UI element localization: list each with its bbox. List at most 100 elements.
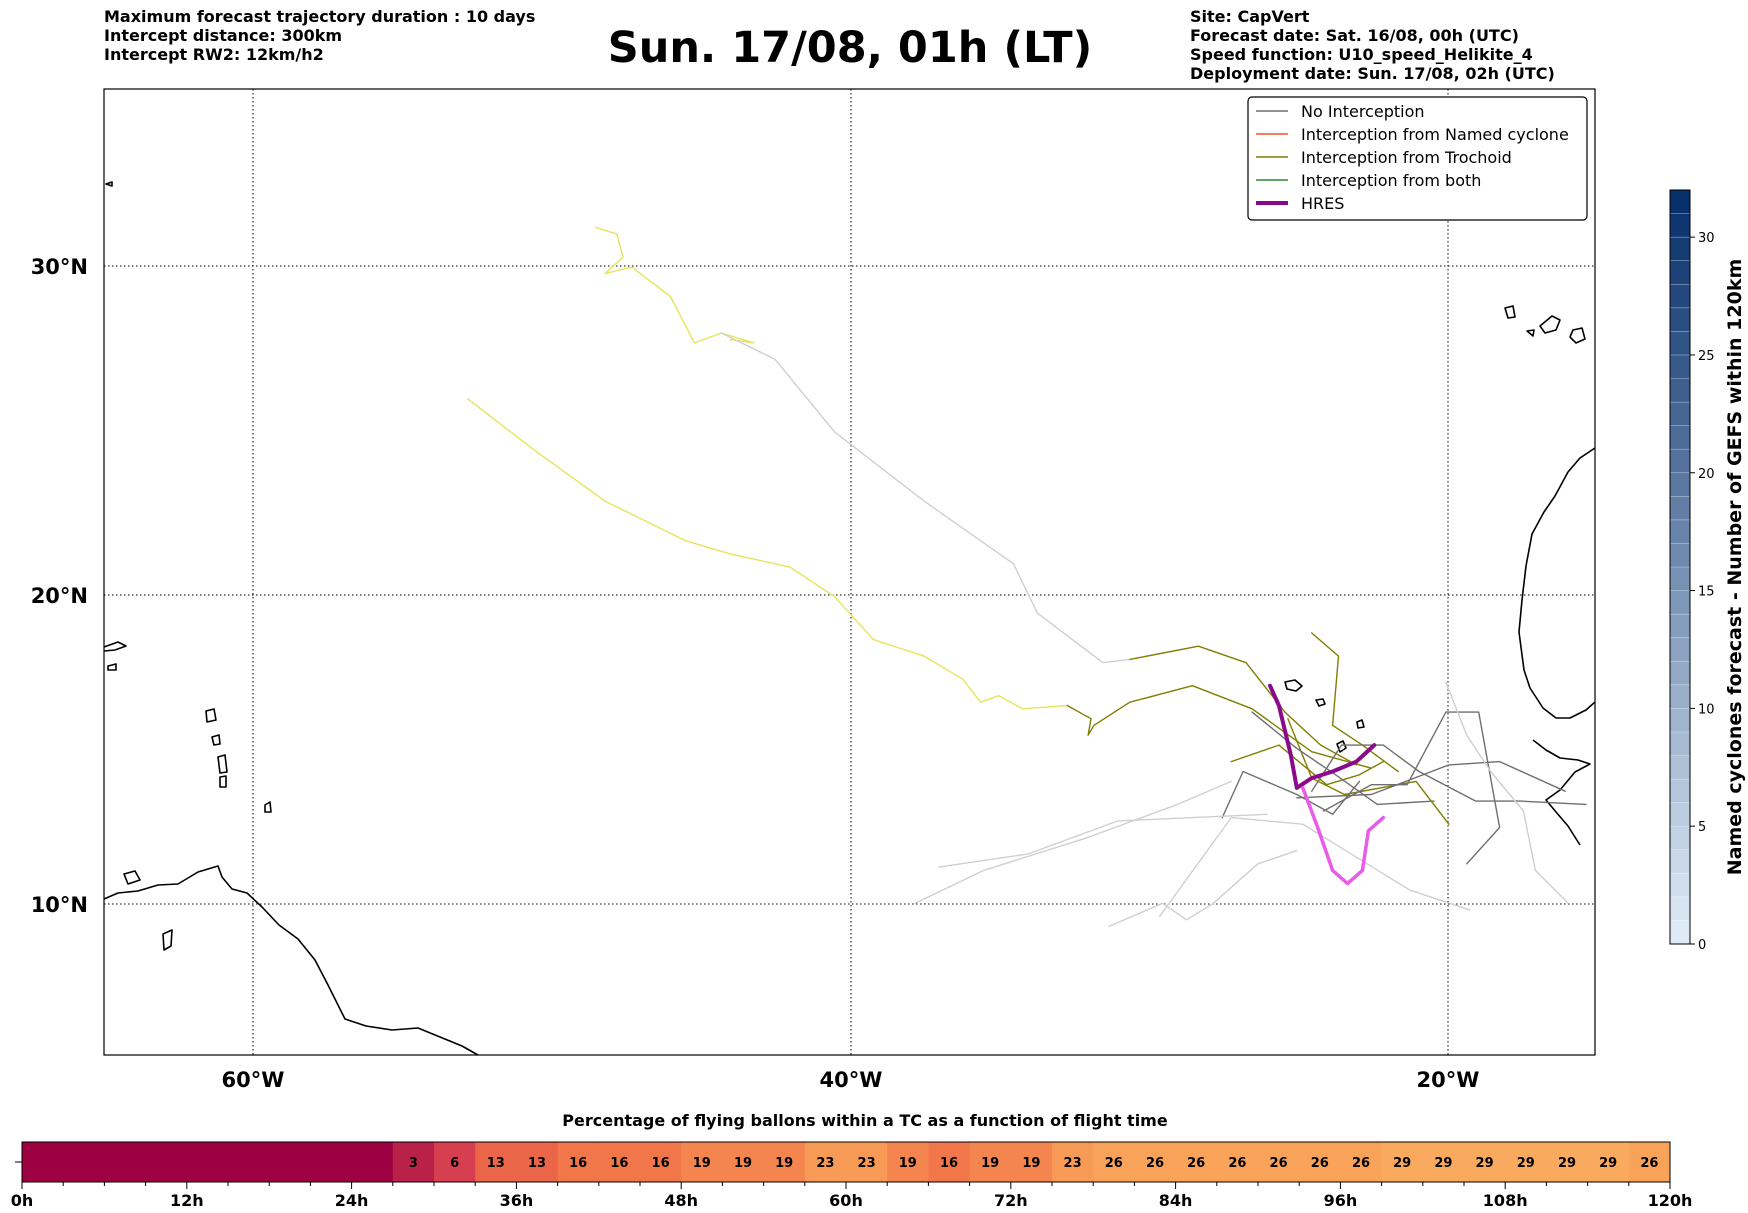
colorbar-cell [1669,401,1691,426]
percentage-cell [1464,1142,1506,1182]
percentage-cell [1340,1142,1382,1182]
percentage-cell [969,1142,1012,1182]
legend-box [1247,96,1588,221]
trajectory-no-interception-light [1108,849,1298,928]
colorbar-cell [1669,448,1691,474]
percentage-cell [1546,1142,1588,1182]
percentage-cell [1134,1142,1176,1182]
percentage-cell-label: 26 [1146,1156,1164,1171]
cape-verde-island [1315,698,1326,707]
percentage-cell-label: 26 [1228,1156,1246,1171]
colorbar-tick-label: 30 [1698,231,1715,246]
colorbar-cell [1669,213,1691,238]
caribbean-island [264,801,272,813]
intercept-rw2-text: Intercept RW2: 12km/h2 [104,45,324,64]
colorbar-cell [1669,331,1691,356]
percentage-cell-label: 3 [409,1156,418,1171]
percentage-cell-label: 19 [693,1156,711,1171]
legend-label-named-cyclone: Interception from Named cyclone [1301,125,1569,144]
hour-tick-label: 72h [994,1191,1028,1210]
y-tick-label: 20°N [31,584,88,608]
percentage-cell [1381,1142,1424,1182]
percentage-cell-label: 29 [1517,1156,1535,1171]
percentage-cell [1628,1142,1671,1182]
legend-label-both: Interception from both [1301,171,1481,190]
colorbar-cells [1669,189,1691,945]
colorbar-ticks: 0 5 10 15 20 25 30 [1690,231,1715,953]
percentage-cell [722,1142,764,1182]
percentage-cells: 3 6 13 13 16 16 16 19 19 19 23 23 19 16 19 19 23 26 26 26 26… [22,1142,1671,1182]
trajectory-trochoid-light [595,226,755,344]
percentage-cell [804,1142,847,1182]
percentage-cell-label: 23 [816,1156,834,1171]
percentage-cell-label: 26 [1352,1156,1370,1171]
y-tick-label: 30°N [31,255,88,279]
percentage-cell [1422,1142,1465,1182]
cape-verde-island [1284,679,1303,692]
percentage-cell [887,1142,929,1182]
forecast-date-text: Forecast date: Sat. 16/08, 00h (UTC) [1190,26,1519,45]
colorbar-cell [1669,660,1691,686]
trajectory-no-interception [1221,770,1361,819]
percentage-cell-label: 19 [899,1156,917,1171]
percentage-cell [1258,1142,1300,1182]
map-legend: No Interception Interception from Named … [1247,96,1588,221]
colorbar-cell [1669,260,1691,285]
y-tick-label: 10°N [31,893,88,917]
colorbar-cell [1669,613,1691,638]
trajectory-trochoid [1066,685,1373,769]
percentage-cell [1216,1142,1259,1182]
deployment-date-text: Deployment date: Sun. 17/08, 02h (UTC) [1190,64,1555,83]
canary-island [1569,327,1586,344]
percentage-cell-label: 13 [487,1156,505,1171]
percentage-cell-label: 16 [940,1156,958,1171]
trajectory-no-interception [1310,744,1587,806]
colorbar-cell [1669,378,1691,403]
trajectory-no-interception [1251,711,1435,806]
percentage-cell-label: 29 [1393,1156,1411,1171]
colorbar-cell [1669,354,1691,379]
colorbar-cell [1669,519,1691,544]
trajectory-hres-light [1301,786,1386,886]
trajectory-no-interception [1296,760,1566,799]
percentage-cell [1093,1142,1135,1182]
x-tick-label: 40°W [820,1068,883,1092]
trajectory-trochoid-light [467,398,1068,710]
percentage-cell-label: 26 [1105,1156,1123,1171]
trajectory-no-interception-light [1158,816,1471,918]
west-africa-coast [1532,739,1591,846]
hour-tick-label: 96h [1324,1191,1358,1210]
colorbar-cell [1669,849,1691,874]
percentage-cell [22,1142,394,1182]
percentage-cell-label: 26 [1270,1156,1288,1171]
percentage-cell-label: 6 [450,1156,459,1171]
percentage-cell [475,1142,517,1182]
percentage-strip-ticks: 0h 12h 24h 36h 48h 60h 72h 84h 96h 108h 120h [11,1182,1692,1210]
percentage-cell-label: 23 [858,1156,876,1171]
site-text: Site: CapVert [1190,7,1310,26]
percentage-cell-label: 29 [1434,1156,1452,1171]
percentage-cell-label: 13 [528,1156,546,1171]
hour-tick-label: 108h [1483,1191,1528,1210]
caribbean-island [103,641,127,652]
map-background [104,89,1595,1055]
trajectory-no-interception-light [938,813,1268,868]
hour-tick-label: 84h [1159,1191,1193,1210]
hour-tick-label: 12h [170,1191,204,1210]
colorbar-cell [1669,873,1691,898]
canary-island [1504,305,1516,319]
caribbean-island [205,708,217,723]
header-left-info: Maximum forecast trajectory duration : 1… [104,7,535,64]
trajectory-layer [467,226,1587,928]
colorbar-cell [1669,566,1691,591]
cape-verde-island [1356,719,1365,729]
colorbar-cell [1669,825,1691,851]
percentage-cell [434,1142,476,1182]
hour-tick-label: 24h [335,1191,369,1210]
percentage-cell [1587,1142,1630,1182]
south-america-coast [103,865,479,1056]
colorbar-cell [1669,236,1691,261]
speed-function-text: Speed function: U10_speed_Helikite_4 [1190,45,1533,64]
percentage-cell [1175,1142,1218,1182]
